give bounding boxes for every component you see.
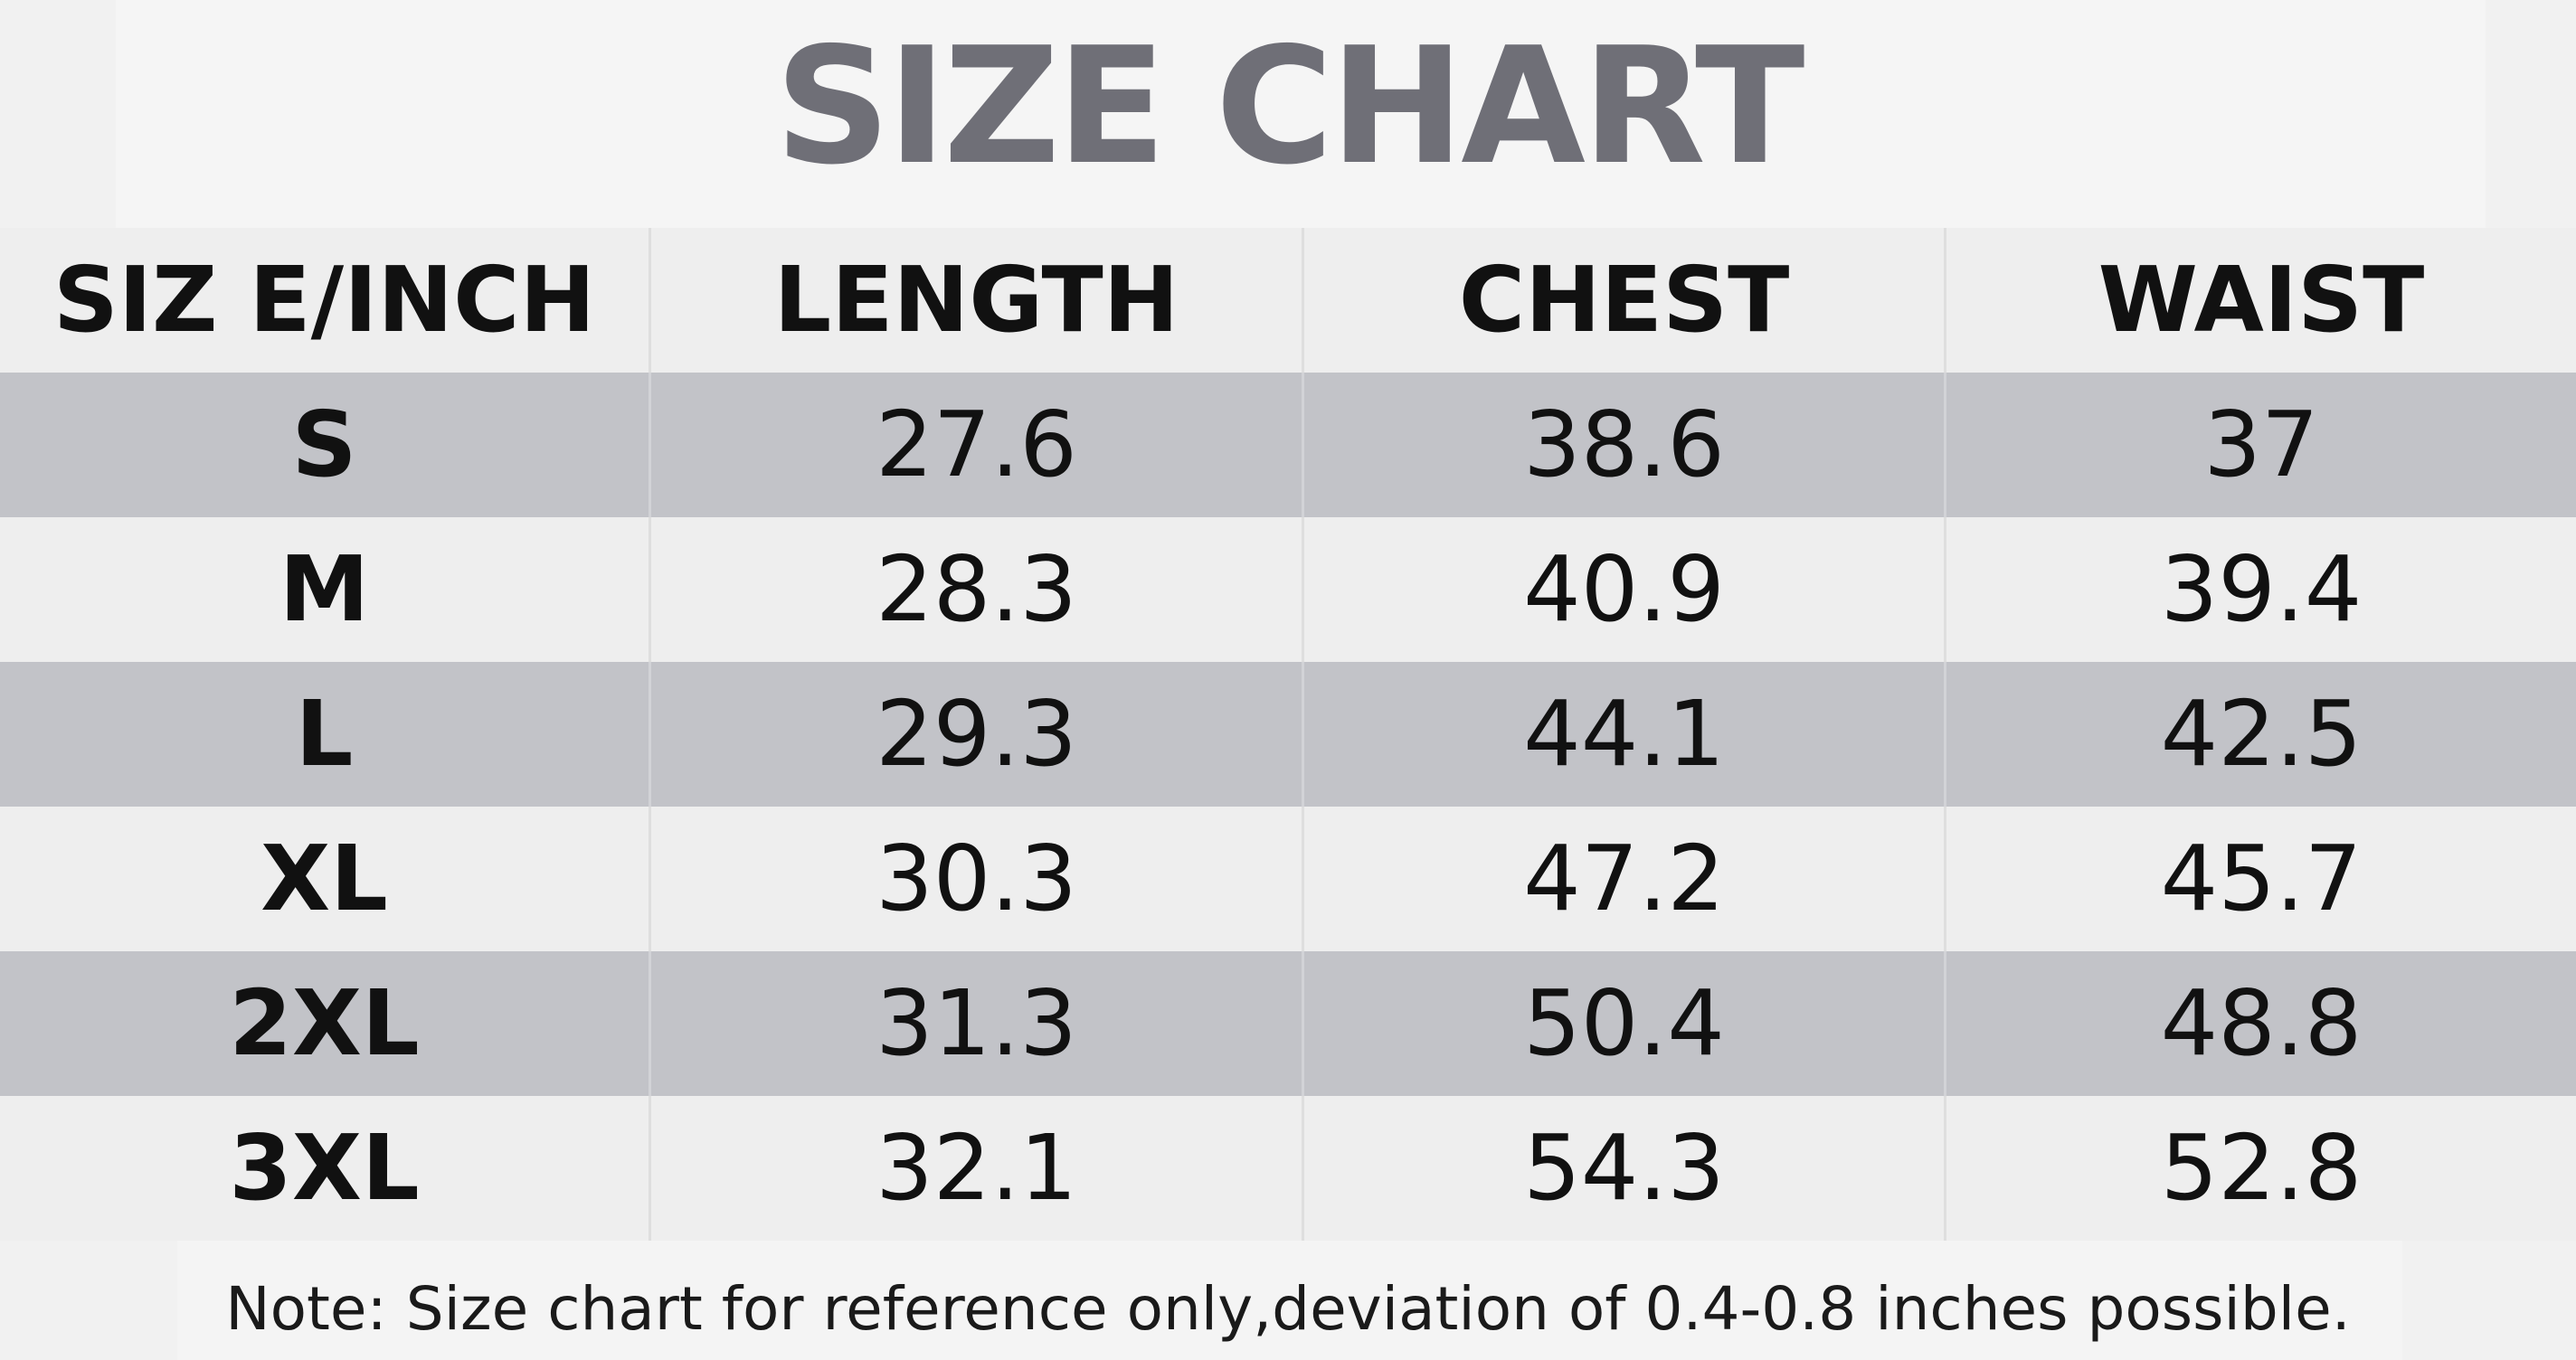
table-cell-size: S	[0, 373, 651, 517]
column-header-size: SIZ E/INCH	[0, 228, 651, 373]
table-cell-waist: 39.4	[1946, 517, 2576, 662]
note-band	[177, 1241, 2402, 1360]
table-cell-chest: 44.1	[1304, 662, 1946, 807]
table-cell-length: 28.3	[651, 517, 1304, 662]
table-cell-chest: 38.6	[1304, 373, 1946, 517]
table-cell-chest: 47.2	[1304, 807, 1946, 951]
table-cell-waist: 42.5	[1946, 662, 2576, 807]
table-cell-waist: 52.8	[1946, 1096, 2576, 1241]
table-cell-chest: 54.3	[1304, 1096, 1946, 1241]
table-cell-chest: 40.9	[1304, 517, 1946, 662]
table-cell-waist: 48.8	[1946, 951, 2576, 1096]
table-cell-size: XL	[0, 807, 651, 951]
table-cell-length: 27.6	[651, 373, 1304, 517]
table-cell-length: 29.3	[651, 662, 1304, 807]
column-header-chest: CHEST	[1304, 228, 1946, 373]
table-cell-length: 31.3	[651, 951, 1304, 1096]
table-cell-waist: 37	[1946, 373, 2576, 517]
chart-title: SIZE CHART	[774, 13, 1805, 200]
table-cell-waist: 45.7	[1946, 807, 2576, 951]
table-cell-size: 2XL	[0, 951, 651, 1096]
table-cell-length: 32.1	[651, 1096, 1304, 1241]
table-cell-length: 30.3	[651, 807, 1304, 951]
column-header-waist: WAIST	[1946, 228, 2576, 373]
table-cell-size: 3XL	[0, 1096, 651, 1241]
column-header-length: LENGTH	[651, 228, 1304, 373]
size-table: SIZ E/INCH LENGTH CHEST WAIST S 27.6 38.6 3…	[0, 228, 2576, 1241]
size-note: Note: Size chart for reference only,devi…	[225, 1274, 2351, 1344]
table-cell-chest: 50.4	[1304, 951, 1946, 1096]
table-cell-size: M	[0, 517, 651, 662]
table-cell-size: L	[0, 662, 651, 807]
title-band	[116, 0, 2486, 228]
